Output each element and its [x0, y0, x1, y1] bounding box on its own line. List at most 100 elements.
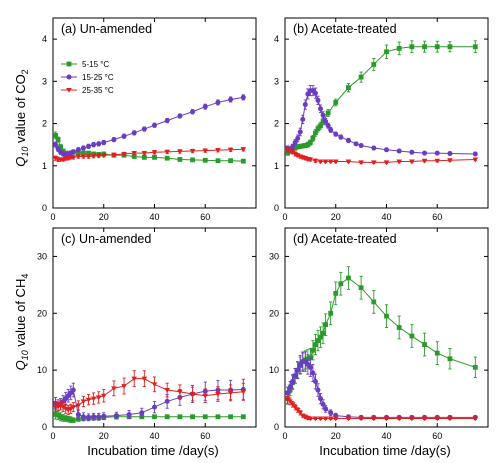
data-point	[434, 150, 440, 156]
series-1	[285, 85, 478, 157]
x-tick-label: 20	[99, 212, 109, 222]
data-point	[317, 416, 324, 422]
data-point	[333, 131, 339, 137]
data-point	[447, 356, 453, 362]
data-point	[313, 342, 318, 347]
data-point	[290, 379, 296, 385]
x-tick-label: 60	[200, 431, 210, 441]
data-point	[396, 159, 402, 165]
legend-label: 5-15 °C	[82, 60, 109, 69]
data-point	[75, 154, 82, 160]
series-0	[285, 266, 478, 405]
data-point	[434, 158, 441, 164]
data-point	[53, 412, 58, 417]
data-point	[384, 147, 389, 153]
data-point	[371, 416, 377, 422]
data-point	[409, 159, 415, 165]
data-point	[322, 159, 329, 165]
data-point	[434, 350, 440, 356]
data-point	[447, 151, 453, 157]
data-point	[295, 144, 301, 150]
data-point	[358, 74, 364, 80]
data-point	[91, 414, 97, 420]
data-point	[327, 416, 334, 422]
data-point	[101, 140, 107, 146]
data-point	[333, 290, 339, 296]
data-point	[111, 386, 117, 392]
x-tick-label: 60	[200, 212, 210, 222]
data-point	[177, 389, 183, 395]
x-tick-label: 40	[381, 212, 391, 222]
chart-panel-4: 0 20 40 60 0 10 20 30 (d) Acetate-treated	[269, 227, 489, 441]
y-tick-label: 4	[274, 34, 279, 44]
data-point	[86, 150, 91, 156]
data-point	[409, 44, 415, 50]
data-point	[312, 158, 319, 164]
data-point	[307, 416, 314, 422]
data-point	[75, 147, 81, 153]
panel-title: (c) Un-amended	[61, 232, 151, 246]
legend-marker	[66, 74, 72, 80]
data-point	[358, 285, 364, 291]
data-point	[164, 398, 170, 404]
data-point	[371, 145, 377, 151]
y-tick-label: 0	[274, 422, 279, 432]
legend-marker	[66, 88, 72, 93]
data-point	[164, 155, 170, 161]
data-point	[164, 388, 170, 393]
data-point	[371, 62, 377, 67]
panel-title: (d) Acetate-treated	[293, 232, 397, 246]
y-tick-label: 20	[269, 308, 279, 318]
legend-marker	[66, 61, 72, 67]
data-point	[345, 416, 352, 422]
data-point	[55, 412, 61, 418]
data-point	[190, 109, 196, 115]
series-line	[287, 399, 476, 419]
data-point	[65, 416, 71, 422]
data-point	[202, 414, 208, 420]
data-point	[358, 160, 364, 166]
data-point	[55, 137, 61, 142]
x-axis-label-right: Incubation time /day(s)	[319, 443, 451, 458]
data-point	[90, 154, 97, 159]
x-tick-label: 0	[282, 431, 287, 441]
data-point	[320, 112, 326, 118]
data-point	[312, 90, 318, 96]
data-point	[434, 44, 440, 50]
legend: 5-15 °C 15-25 °C 25-35 °C	[61, 60, 114, 95]
x-tick-label: 40	[381, 431, 391, 441]
legend-label: 15-25 °C	[82, 73, 114, 82]
data-point	[345, 137, 351, 143]
data-point	[101, 413, 107, 419]
data-point	[409, 333, 415, 339]
series-2	[284, 147, 479, 166]
data-point	[320, 401, 326, 407]
data-point	[228, 158, 234, 164]
data-point	[141, 376, 148, 382]
data-point	[60, 405, 66, 410]
data-point	[75, 411, 81, 417]
data-point	[164, 118, 170, 124]
data-point	[152, 122, 157, 128]
chart-panel-3: 0 20 40 60 0 10 20 30 (c) Un-amended	[37, 227, 257, 441]
data-point	[396, 325, 402, 330]
x-tick-label: 0	[50, 212, 55, 222]
data-point	[240, 147, 247, 153]
data-point	[215, 392, 221, 397]
series-2	[52, 147, 247, 163]
data-point	[113, 413, 119, 419]
data-point	[152, 414, 157, 420]
data-point	[67, 406, 74, 412]
data-point	[317, 159, 324, 165]
data-point	[60, 415, 66, 421]
y-tick-label: 0	[274, 203, 279, 213]
data-point	[215, 99, 221, 105]
y-tick-label: 0	[42, 422, 47, 432]
data-point	[422, 342, 427, 347]
data-point	[190, 414, 195, 420]
data-point	[312, 379, 318, 385]
data-point	[53, 132, 58, 138]
data-point	[327, 159, 334, 165]
data-point	[338, 134, 344, 140]
x-tick-label: 20	[99, 431, 109, 441]
